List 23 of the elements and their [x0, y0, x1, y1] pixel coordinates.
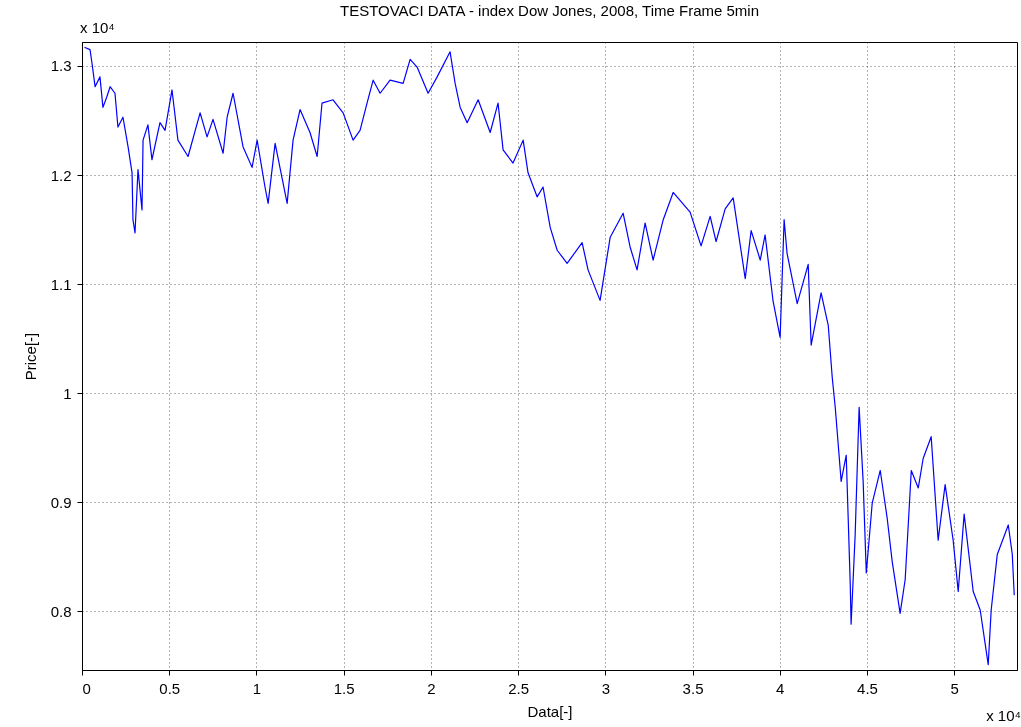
x-tick-label: 4.5: [857, 679, 878, 697]
chart-title: TESTOVACI DATA - index Dow Jones, 2008, Time Frame 5min: [339, 2, 760, 19]
x-tick-label: 3: [601, 679, 610, 697]
x-tick-label: 3.5: [682, 679, 704, 697]
x-tick-label: 4: [776, 679, 785, 697]
text: x 10⁴: [986, 707, 1021, 724]
y-tick-label: 1.2: [50, 166, 72, 184]
x-tick-label: 1: [252, 679, 262, 697]
x-tick-label: 5: [950, 679, 959, 697]
y-tick-label: 1: [63, 384, 72, 402]
line-series: [84, 46, 1015, 666]
x-axis-title: Data[-]: [527, 702, 573, 720]
y-tick-label: 0.8: [50, 602, 72, 620]
y-tick-label: 1.1: [50, 275, 72, 293]
y-tick-label: 0.9: [50, 493, 72, 511]
y-axis-title: Price[-]: [21, 332, 39, 381]
x-tick-label: 0.5: [159, 679, 181, 697]
x-tick-label: 1.5: [333, 679, 355, 697]
text: x 10⁴: [80, 19, 115, 36]
x-tick-label: 2.5: [508, 679, 530, 697]
x-tick-label: 2: [427, 679, 436, 697]
y-tick-label: 1.3: [50, 57, 72, 75]
x-tick-label: 0: [82, 679, 91, 697]
